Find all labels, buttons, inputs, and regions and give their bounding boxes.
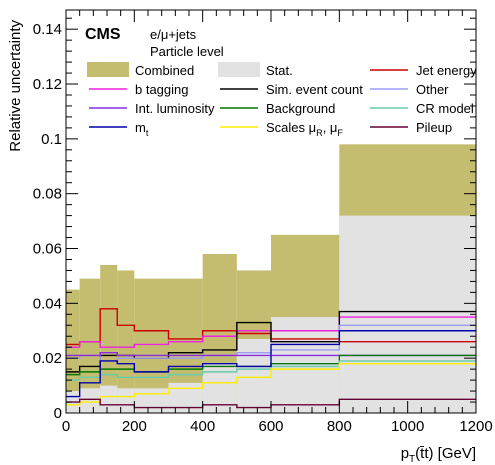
x-tick-label: 200 [122, 418, 147, 435]
x-tick-label: 1200 [459, 418, 492, 435]
y-tick-label: 0.04 [33, 295, 62, 312]
plot-bands [66, 144, 476, 414]
y-tick-label: 0.08 [33, 186, 62, 203]
legend-label-m-t: mt​ [135, 120, 149, 138]
band-bin-stat [202, 363, 237, 413]
x-tick-label: 600 [258, 418, 283, 435]
legend-label-other: Other [416, 82, 449, 97]
legend-label-jet-energy: Jet energy [416, 63, 477, 78]
band-bin-combined [100, 264, 118, 413]
legend-swatch-combined [87, 62, 129, 77]
legend-label-combined: Combined [135, 63, 194, 78]
plot-series [66, 308, 476, 409]
band-bin-stat [168, 382, 203, 413]
experiment-label: CMS [85, 26, 121, 43]
y-tick-label: 0.1 [41, 131, 62, 148]
band-bin-combined [66, 289, 80, 413]
legend-swatch-stat [218, 62, 260, 77]
band-bin-stat [79, 388, 101, 413]
y-tick-label: 0.12 [33, 76, 62, 93]
legend-label-cr-model: CR model [416, 101, 474, 116]
annotation-level: Particle level [150, 44, 224, 59]
x-tick-label: 1000 [391, 418, 424, 435]
legend-label-int-luminosity: Int. luminosity [135, 101, 215, 116]
band-bin-stat [134, 388, 169, 413]
y-tick-label: 0.14 [33, 21, 62, 38]
axis-ticks: 0 200 400 600 800 1000 1200 0 0.02 0.04 0.06 0.08 0.… [33, 10, 493, 435]
series-line-b-tagging [66, 316, 476, 348]
legend: Combined Stat. Jet energy b tagging Sim. eve… [87, 62, 477, 138]
legend-label-stat: Stat. [266, 63, 293, 78]
y-tick-label: 0 [54, 405, 62, 422]
band-bin-stat [271, 317, 340, 413]
annotation-channel: e/μ+jets [150, 27, 197, 42]
legend-label-sim-event-count: Sim. event count [266, 82, 363, 97]
y-tick-label: 0.02 [33, 350, 62, 367]
y-tick-label: 0.06 [33, 241, 62, 258]
x-tick-label: 800 [327, 418, 352, 435]
x-axis-label: pT(t̄t) [GeV] [401, 445, 476, 465]
band-bin-stat [339, 215, 476, 413]
band-bin-stat [100, 385, 118, 413]
band-bin-stat [236, 338, 271, 413]
legend-label-pileup: Pileup [416, 120, 452, 135]
legend-label-scales-r-f: Scales μR​, μF​ [266, 120, 343, 138]
x-tick-label: 400 [190, 418, 215, 435]
band-bin-combined [79, 278, 101, 413]
series-line-m-t [66, 330, 476, 398]
y-axis-label: Relative uncertainty [7, 20, 24, 152]
x-tick-label: 0 [62, 418, 70, 435]
band-bin-stat [117, 388, 135, 413]
legend-label-background: Background [266, 101, 335, 116]
series-line-pileup [66, 398, 476, 409]
legend-label-b-tagging: b tagging [135, 82, 189, 97]
